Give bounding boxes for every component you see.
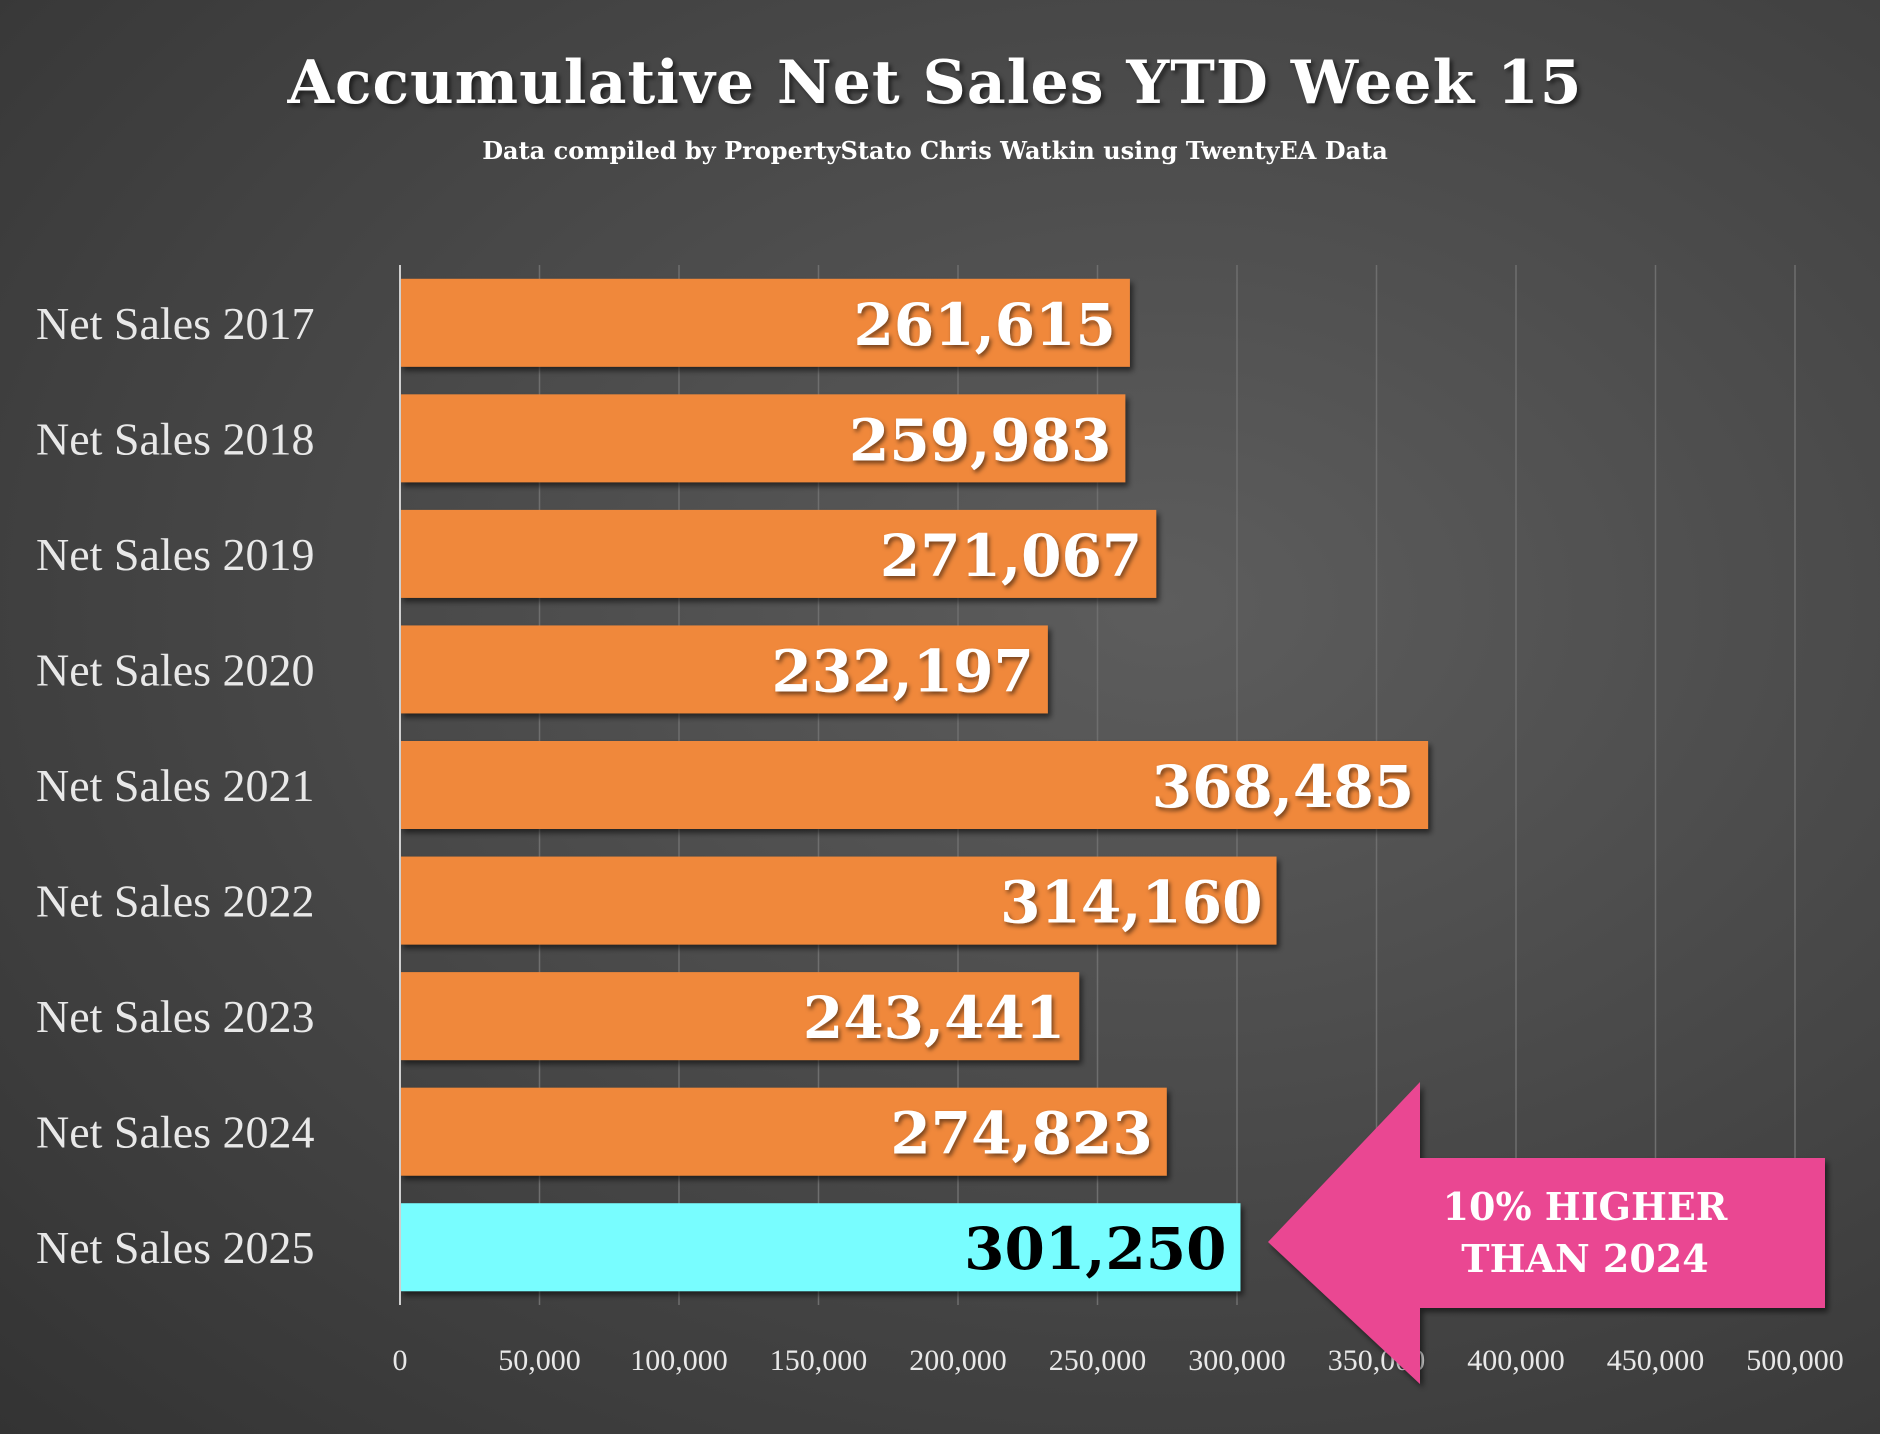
bar [400, 972, 1080, 1061]
data-label: 271,067 [880, 522, 1142, 590]
x-tick-label: 250,000 [1049, 1344, 1147, 1377]
data-label: 243,441 [803, 984, 1065, 1052]
category-label: Net Sales 2018 [36, 413, 315, 464]
category-label: Net Sales 2022 [36, 876, 315, 927]
x-tick-label: 450,000 [1607, 1344, 1705, 1377]
category-label: Net Sales 2024 [36, 1107, 315, 1158]
data-label: 232,197 [771, 637, 1033, 705]
x-tick-label: 50,000 [498, 1344, 581, 1377]
x-tick-label: 150,000 [770, 1344, 868, 1377]
data-label: 259,983 [849, 406, 1111, 474]
bar [400, 509, 1157, 598]
bar [400, 856, 1277, 945]
x-tick-label: 200,000 [909, 1344, 1007, 1377]
category-label: Net Sales 2023 [36, 991, 315, 1042]
data-label: 368,485 [1152, 753, 1414, 821]
category-label: Net Sales 2020 [36, 644, 315, 695]
data-label: 261,615 [854, 291, 1116, 359]
callout-text-line: THAN 2024 [1461, 1236, 1708, 1281]
category-label: Net Sales 2017 [36, 298, 315, 349]
labels: Net Sales 2017 261,615 Net Sales 2018 259,9… [36, 291, 1414, 1283]
bar [400, 625, 1048, 714]
bar [400, 741, 1429, 829]
bars [400, 278, 1429, 1292]
data-label: 274,823 [890, 1100, 1152, 1168]
bar [400, 1203, 1241, 1292]
x-tick-label: 300,000 [1188, 1344, 1286, 1377]
x-tick-label: 400,000 [1467, 1344, 1565, 1377]
x-axis: 0 50,000 100,000 150,000 200,000 250,000 300,0… [393, 265, 1844, 1377]
bar [400, 1087, 1167, 1176]
chart-title: Accumulative Net Sales YTD Week 15 [287, 48, 1583, 118]
x-tick-label: 500,000 [1746, 1344, 1844, 1377]
bar [400, 394, 1126, 483]
callout-arrow: 10% HIGHER THAN 2024 [1268, 1082, 1825, 1384]
data-label: 301,250 [964, 1215, 1226, 1283]
category-label: Net Sales 2025 [36, 1222, 315, 1273]
callout-arrow-shape [1268, 1082, 1825, 1384]
category-label: Net Sales 2019 [36, 529, 315, 580]
bar [400, 278, 1130, 367]
chart-subtitle: Data compiled by PropertyStato Chris Wat… [482, 136, 1388, 165]
callout-text-line: 10% HIGHER [1443, 1184, 1728, 1229]
data-label: 314,160 [1000, 869, 1262, 937]
x-tick-label: 0 [393, 1344, 408, 1377]
x-tick-label: 100,000 [630, 1344, 728, 1377]
category-label: Net Sales 2021 [36, 760, 315, 811]
